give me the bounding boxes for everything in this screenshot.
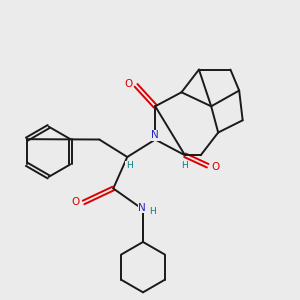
Text: H: H (149, 207, 156, 216)
Text: H: H (181, 160, 188, 169)
Text: N: N (138, 203, 146, 213)
Text: N: N (152, 130, 159, 140)
Text: O: O (211, 163, 220, 172)
Text: O: O (124, 79, 132, 88)
Text: O: O (72, 197, 80, 208)
Text: H: H (126, 161, 132, 170)
